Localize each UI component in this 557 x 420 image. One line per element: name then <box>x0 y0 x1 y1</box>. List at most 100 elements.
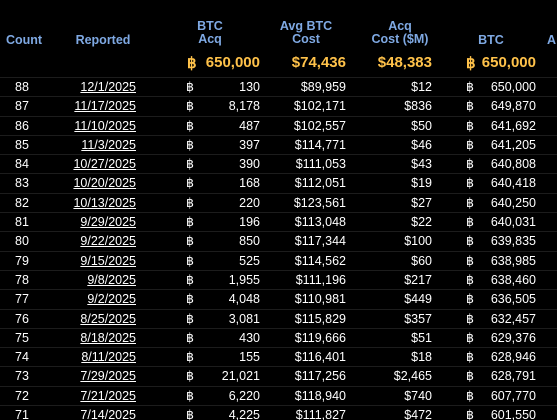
bitcoin-icon: ฿ <box>186 311 194 326</box>
reported-link[interactable]: 7/21/2025 <box>80 388 136 403</box>
row-count: 81 <box>15 215 29 230</box>
bitcoin-icon: ฿ <box>466 272 474 287</box>
totals-row: ฿ 650,000 $74,436 $48,383 ฿ 650,000 <box>0 52 557 74</box>
btc-total-cell: 601,550 <box>490 408 536 420</box>
header-btc[interactable]: BTC <box>478 33 504 47</box>
total-btc: 650,000 <box>481 54 536 71</box>
acq-cost-cell: $740 <box>404 388 432 403</box>
table-row: 82 10/13/2025 ฿ 220 $123,561 $27 ฿ 640,250 <box>0 192 557 212</box>
reported-link[interactable]: 9/22/2025 <box>80 234 136 249</box>
btc-acq-cell: 4,225 <box>228 408 260 420</box>
reported-link[interactable]: 10/20/2025 <box>73 176 136 191</box>
bitcoin-icon: ฿ <box>186 350 194 365</box>
btc-total-cell: 640,808 <box>490 157 536 172</box>
reported-link[interactable]: 7/14/2025 <box>80 408 136 420</box>
header-acq-cost-line2: Cost ($M) <box>371 32 429 46</box>
table-row: 79 9/15/2025 ฿ 525 $114,562 $60 ฿ 638,985 <box>0 250 557 270</box>
reported-link[interactable]: 8/18/2025 <box>80 330 136 345</box>
reported-link[interactable]: 8/25/2025 <box>80 311 136 326</box>
row-count: 82 <box>15 195 29 210</box>
avg-btc-cost-cell: $123,561 <box>293 195 346 210</box>
table-row: 80 9/22/2025 ฿ 850 $117,344 $100 ฿ 639,835 <box>0 231 557 250</box>
avg-btc-cost-cell: $102,171 <box>293 99 346 114</box>
bitcoin-icon: ฿ <box>466 388 474 403</box>
table-row: 83 10/20/2025 ฿ 168 $112,051 $19 ฿ 640,418 <box>0 173 557 192</box>
reported-link[interactable]: 9/8/2025 <box>87 272 136 287</box>
btc-acq-cell: 130 <box>239 80 260 94</box>
bitcoin-icon: ฿ <box>466 350 474 365</box>
avg-btc-cost-cell: $111,053 <box>295 157 346 172</box>
table-row: 71 7/14/2025 ฿ 4,225 $111,827 $472 ฿ 601,550 <box>0 405 557 420</box>
reported-link[interactable]: 11/10/2025 <box>74 118 136 133</box>
table-header: Count Reported BTC Acq Avg BTC Cost Acq … <box>0 0 557 56</box>
header-acq-cost[interactable]: Acq Cost ($M) <box>360 20 440 46</box>
header-cut-off[interactable]: A <box>547 33 557 47</box>
bitcoin-icon: ฿ <box>186 215 194 230</box>
bitcoin-icon: ฿ <box>186 272 194 287</box>
bitcoin-icon: ฿ <box>186 137 194 152</box>
bitcoin-icon: ฿ <box>186 253 194 268</box>
bitcoin-icon: ฿ <box>186 80 194 94</box>
acq-cost-cell: $836 <box>404 99 432 114</box>
row-count: 77 <box>15 292 29 307</box>
row-count: 84 <box>15 157 29 172</box>
reported-link[interactable]: 11/3/2025 <box>81 137 136 152</box>
bitcoin-icon: ฿ <box>466 234 474 249</box>
avg-btc-cost-cell: $111,827 <box>295 408 346 420</box>
btc-total-cell: 638,985 <box>490 253 536 268</box>
bitcoin-icon: ฿ <box>186 195 194 210</box>
table-row: 84 10/27/2025 ฿ 390 $111,053 $43 ฿ 640,808 <box>0 154 557 173</box>
row-count: 73 <box>15 369 29 384</box>
btc-acq-cell: 397 <box>239 137 260 152</box>
row-count: 86 <box>15 118 29 133</box>
header-reported[interactable]: Reported <box>75 33 131 47</box>
header-count[interactable]: Count <box>5 33 43 47</box>
acq-cost-cell: $2,465 <box>393 369 432 384</box>
row-count: 83 <box>15 176 29 191</box>
btc-acq-cell: 525 <box>239 253 260 268</box>
table-row: 86 11/10/2025 ฿ 487 $102,557 $50 ฿ 641,692 <box>0 115 557 135</box>
reported-link[interactable]: 12/1/2025 <box>80 80 136 94</box>
reported-link[interactable]: 9/15/2025 <box>80 253 136 268</box>
bitcoin-icon: ฿ <box>186 157 194 172</box>
acq-cost-cell: $27 <box>411 195 432 210</box>
avg-btc-cost-cell: $114,562 <box>294 253 346 268</box>
bitcoin-icon: ฿ <box>186 292 194 307</box>
bitcoin-icon: ฿ <box>186 388 194 403</box>
bitcoin-icon: ฿ <box>186 330 194 345</box>
btc-acq-cell: 1,955 <box>228 272 260 287</box>
row-count: 88 <box>15 80 29 94</box>
avg-btc-cost-cell: $119,666 <box>294 330 346 345</box>
acq-cost-cell: $18 <box>411 350 432 365</box>
reported-link[interactable]: 8/11/2025 <box>81 350 136 365</box>
reported-link[interactable]: 9/2/2025 <box>87 292 136 307</box>
header-btc-acq-line2: Acq <box>198 32 222 46</box>
bitcoin-icon: ฿ <box>466 330 474 345</box>
reported-link[interactable]: 10/13/2025 <box>73 195 136 210</box>
btc-total-cell: 640,418 <box>490 176 536 191</box>
header-avg-btc-cost[interactable]: Avg BTC Cost <box>262 20 350 46</box>
acq-cost-cell: $100 <box>404 234 432 249</box>
btc-total-cell: 628,946 <box>490 350 536 365</box>
row-count: 75 <box>15 330 29 345</box>
reported-link[interactable]: 7/29/2025 <box>80 369 136 384</box>
bitcoin-icon: ฿ <box>466 311 474 326</box>
table-row: 73 7/29/2025 ฿ 21,021 $117,256 $2,465 ฿ 628,791 <box>0 366 557 385</box>
btc-total-cell: 636,505 <box>490 292 536 307</box>
table-row: 74 8/11/2025 ฿ 155 $116,401 $18 ฿ 628,946 <box>0 347 557 366</box>
avg-btc-cost-cell: $117,256 <box>294 369 346 384</box>
reported-link[interactable]: 10/27/2025 <box>73 157 136 172</box>
bitcoin-icon: ฿ <box>186 234 194 249</box>
table-row: 81 9/29/2025 ฿ 196 $113,048 $22 ฿ 640,031 <box>0 212 557 231</box>
btc-total-cell: 639,835 <box>490 234 536 249</box>
header-btc-acq[interactable]: BTC Acq <box>180 20 240 46</box>
btc-total-cell: 629,376 <box>490 330 536 345</box>
bitcoin-icon: ฿ <box>186 408 194 420</box>
table-body: 88 12/1/2025 ฿ 130 $89,959 $12 ฿ 650,000 87 11/17… <box>0 77 557 420</box>
reported-link[interactable]: 11/17/2025 <box>74 99 136 114</box>
btc-acq-cell: 390 <box>239 157 260 172</box>
reported-link[interactable]: 9/29/2025 <box>80 215 136 230</box>
acq-cost-cell: $43 <box>411 157 432 172</box>
bitcoin-icon: ฿ <box>187 55 197 72</box>
